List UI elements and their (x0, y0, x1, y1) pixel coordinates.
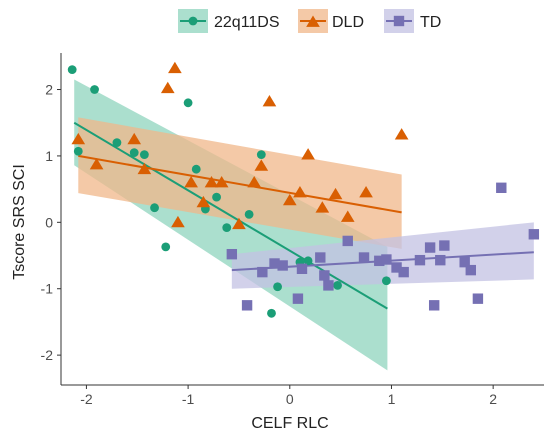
fit-line-22q11DS (73, 121, 388, 310)
data-point-22q11DS-18 (303, 256, 313, 266)
data-point-TD-16 (414, 254, 426, 266)
data-point-22q11DS-13 (244, 209, 254, 219)
data-point-TD-21 (459, 256, 470, 268)
data-point-DLD-11 (232, 217, 246, 230)
data-point-TD-14 (391, 262, 402, 273)
data-point-TD-2 (257, 266, 268, 278)
data-point-DLD-0 (71, 132, 86, 145)
data-point-22q11DS-12 (222, 223, 232, 233)
legend-label-TD: TD (420, 14, 441, 31)
legend-marker-DLD (306, 15, 320, 27)
y-tick-label-2: 0 (45, 214, 53, 230)
data-point-DLD-2 (127, 132, 142, 145)
data-point-TD-17 (424, 242, 436, 253)
data-point-TD-4 (277, 260, 288, 271)
data-point-TD-1 (241, 300, 253, 311)
data-point-DLD-19 (328, 187, 343, 200)
data-point-TD-20 (439, 240, 450, 251)
data-point-DLD-5 (168, 61, 182, 74)
data-point-TD-22 (465, 264, 476, 276)
data-point-22q11DS-3 (112, 138, 122, 148)
data-point-DLD-20 (340, 210, 355, 222)
data-point-DLD-10 (214, 175, 229, 188)
data-point-TD-23 (472, 293, 484, 304)
data-point-22q11DS-6 (150, 203, 159, 213)
legend-marker-22q11DS (188, 16, 198, 26)
x-tick-label-4: 2 (489, 391, 497, 407)
y-axis-title: Tscore SRS SCI (11, 164, 28, 280)
data-point-TD-10 (342, 235, 353, 247)
data-point-22q11DS-16 (273, 282, 282, 292)
x-axis-title: CELF RLC (251, 415, 328, 432)
data-point-22q11DS-0 (67, 65, 77, 74)
axes: -2 -1 0 1 2 -2 -1 0 1 2 (41, 53, 544, 407)
y-tick-label-3: 1 (45, 148, 53, 164)
data-point-DLD-21 (359, 185, 373, 198)
data-point-22q11DS-2 (90, 85, 99, 94)
legend-label-22q11DS: 22q11DS (214, 14, 280, 31)
x-tick-label-3: 1 (388, 391, 396, 407)
data-point-22q11DS-7 (161, 242, 171, 252)
data-point-DLD-1 (89, 158, 104, 170)
data-point-DLD-17 (301, 148, 315, 160)
data-point-DLD-15 (282, 193, 297, 206)
legend-label-DLD: DLD (332, 14, 364, 31)
data-point-DLD-9 (204, 175, 219, 188)
y-tick-label-0: -2 (41, 347, 54, 363)
data-point-22q11DS-19 (333, 281, 342, 290)
data-point-22q11DS-9 (191, 164, 201, 174)
data-point-TD-24 (496, 182, 507, 193)
confidence-bands (74, 79, 534, 371)
data-point-22q11DS-15 (267, 308, 276, 318)
data-point-22q11DS-4 (129, 148, 139, 158)
data-point-TD-11 (358, 252, 370, 263)
data-point-TD-6 (296, 263, 308, 274)
data-point-22q11DS-20 (381, 276, 391, 286)
data-point-TD-9 (323, 280, 334, 291)
y-tick-label-4: 2 (45, 82, 53, 98)
data-point-22q11DS-11 (212, 192, 221, 202)
data-point-TD-13 (381, 254, 392, 265)
data-point-TD-5 (292, 293, 304, 304)
data-point-TD-3 (269, 258, 280, 269)
data-point-22q11DS-1 (73, 146, 83, 156)
x-tick-label-1: -1 (182, 391, 195, 407)
data-point-DLD-7 (184, 175, 198, 188)
data-point-TD-18 (428, 300, 440, 311)
data-point-DLD-13 (254, 159, 269, 171)
data-point-TD-25 (528, 229, 540, 240)
data-point-TD-8 (319, 270, 330, 281)
x-tick-label-0: -2 (80, 391, 93, 407)
data-point-TD-15 (398, 266, 409, 278)
data-point-TD-19 (435, 254, 446, 266)
legend: 22q11DS DLD TD (178, 9, 441, 33)
fit-line-DLD (78, 154, 402, 214)
data-point-TD-0 (226, 248, 238, 260)
data-point-DLD-3 (137, 162, 152, 175)
data-point-DLD-12 (247, 175, 262, 188)
data-point-DLD-18 (315, 201, 330, 213)
data-point-DLD-8 (196, 195, 211, 208)
data-point-22q11DS-8 (183, 98, 193, 108)
x-tick-label-2: 0 (286, 391, 294, 407)
legend-marker-TD (393, 15, 405, 27)
y-tick-label-1: -1 (41, 281, 54, 297)
data-point-DLD-4 (160, 81, 175, 94)
data-point-TD-12 (374, 255, 385, 267)
data-point-22q11DS-5 (139, 150, 149, 159)
data-point-DLD-22 (394, 128, 409, 140)
data-points (67, 61, 540, 318)
data-point-22q11DS-14 (256, 150, 266, 159)
data-point-TD-7 (315, 252, 326, 263)
data-point-DLD-6 (171, 215, 185, 228)
data-point-DLD-16 (293, 185, 307, 198)
data-point-DLD-14 (262, 94, 277, 107)
